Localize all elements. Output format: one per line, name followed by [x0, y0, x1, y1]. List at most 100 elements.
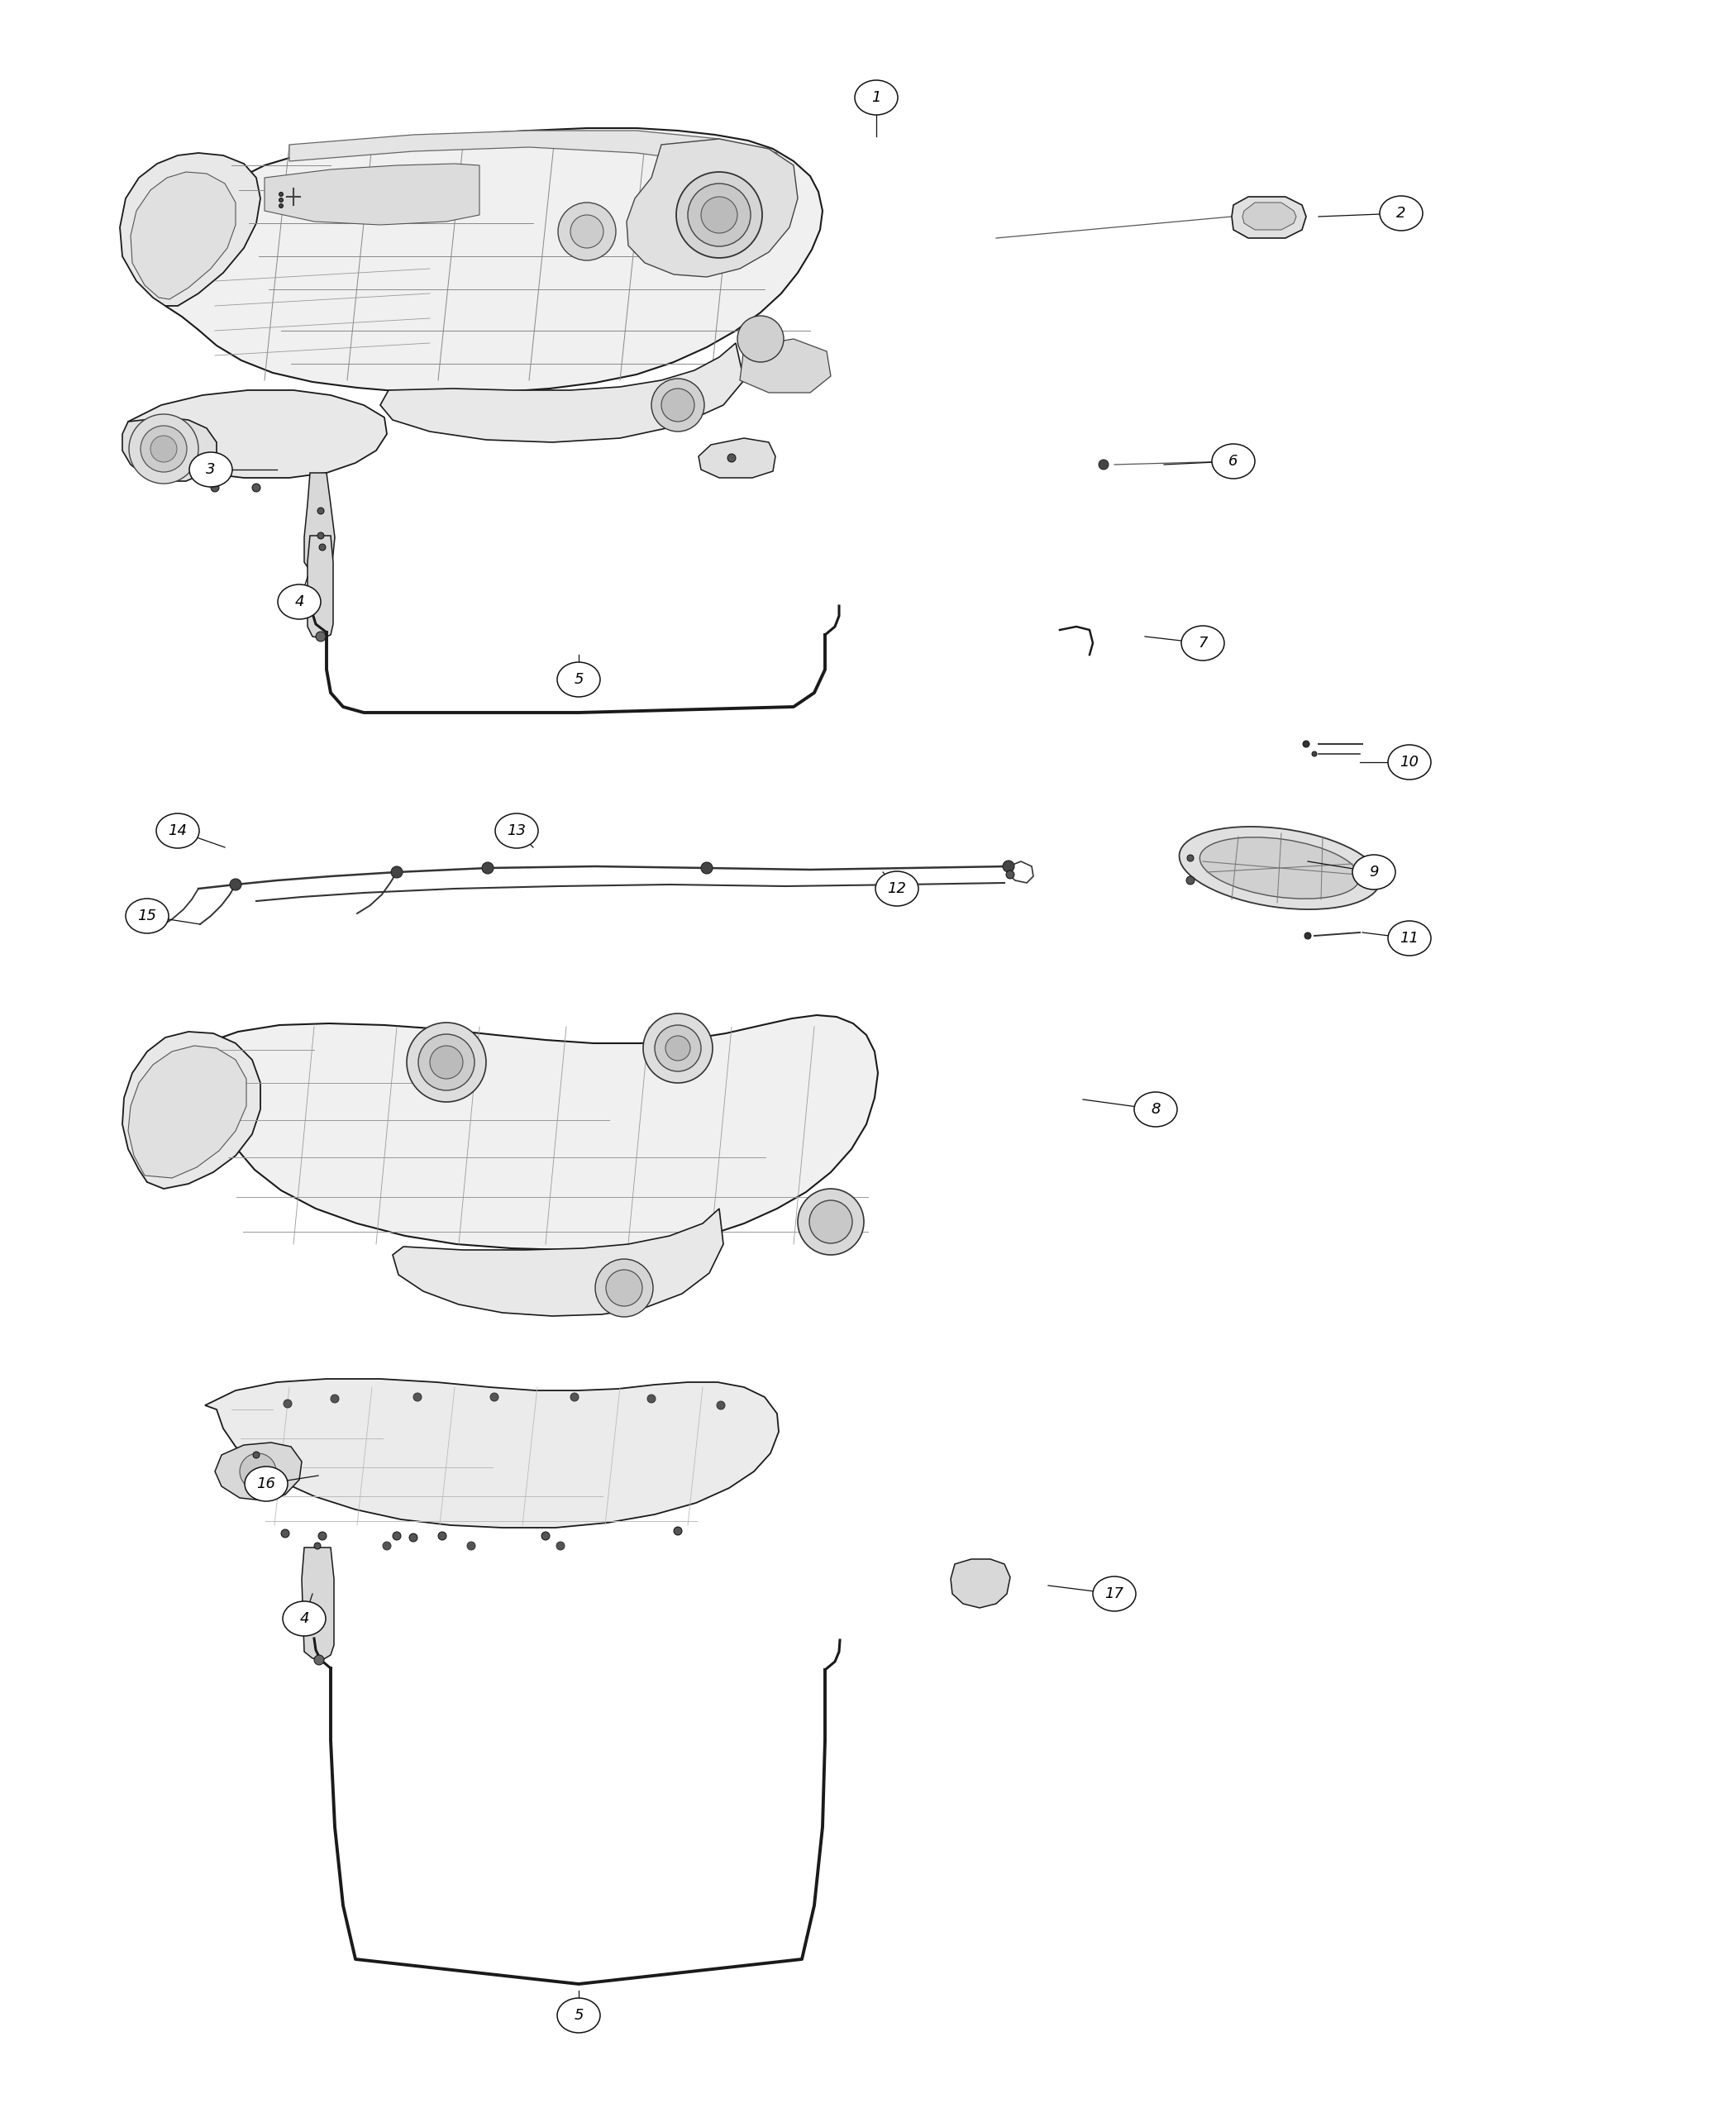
Circle shape	[210, 483, 219, 491]
Polygon shape	[627, 139, 799, 276]
Circle shape	[595, 1258, 653, 1318]
Circle shape	[314, 1543, 321, 1549]
Circle shape	[687, 183, 750, 247]
Polygon shape	[161, 129, 823, 392]
Ellipse shape	[557, 662, 601, 698]
Polygon shape	[122, 1031, 260, 1189]
Text: 4: 4	[295, 594, 304, 609]
Polygon shape	[142, 1016, 878, 1250]
Circle shape	[392, 1533, 401, 1541]
Circle shape	[318, 533, 325, 540]
Text: 2: 2	[1396, 207, 1406, 221]
Ellipse shape	[125, 898, 168, 934]
Circle shape	[651, 379, 705, 432]
Circle shape	[701, 862, 712, 875]
Circle shape	[330, 1395, 339, 1402]
Circle shape	[571, 215, 604, 249]
Circle shape	[410, 1533, 417, 1541]
Polygon shape	[740, 339, 832, 392]
Text: 4: 4	[299, 1611, 309, 1625]
Text: 10: 10	[1399, 755, 1418, 769]
Circle shape	[279, 204, 283, 209]
Circle shape	[665, 1035, 691, 1060]
Ellipse shape	[854, 80, 898, 116]
Circle shape	[279, 192, 283, 196]
Circle shape	[1274, 207, 1279, 211]
Ellipse shape	[1352, 854, 1396, 890]
Circle shape	[556, 1541, 564, 1549]
Circle shape	[406, 1022, 486, 1102]
Circle shape	[413, 1393, 422, 1402]
Circle shape	[677, 173, 762, 257]
Circle shape	[279, 198, 283, 202]
Polygon shape	[1243, 202, 1297, 230]
Circle shape	[467, 1541, 476, 1549]
Text: 12: 12	[887, 881, 906, 896]
Circle shape	[606, 1269, 642, 1307]
Polygon shape	[122, 417, 217, 481]
Ellipse shape	[1180, 626, 1224, 660]
Polygon shape	[120, 154, 260, 306]
Circle shape	[319, 544, 326, 550]
Circle shape	[1259, 207, 1264, 211]
Circle shape	[318, 1533, 326, 1541]
Polygon shape	[302, 1547, 333, 1659]
Polygon shape	[290, 131, 778, 173]
Polygon shape	[1233, 196, 1305, 238]
Text: 5: 5	[575, 2009, 583, 2024]
Circle shape	[648, 1395, 656, 1402]
Circle shape	[674, 1526, 682, 1535]
Circle shape	[318, 508, 325, 514]
Ellipse shape	[245, 1467, 288, 1501]
Polygon shape	[128, 390, 387, 479]
Ellipse shape	[875, 871, 918, 906]
Circle shape	[738, 316, 783, 363]
Circle shape	[727, 453, 736, 462]
Circle shape	[281, 1528, 290, 1537]
Polygon shape	[215, 1442, 302, 1501]
Ellipse shape	[1134, 1092, 1177, 1128]
Ellipse shape	[557, 1998, 601, 2032]
Circle shape	[490, 1393, 498, 1402]
Text: 16: 16	[257, 1476, 276, 1490]
Text: 13: 13	[507, 824, 526, 839]
Circle shape	[141, 426, 187, 472]
Text: 6: 6	[1229, 453, 1238, 468]
Ellipse shape	[278, 584, 321, 620]
Polygon shape	[698, 438, 776, 479]
Circle shape	[382, 1541, 391, 1549]
Ellipse shape	[1389, 744, 1430, 780]
Polygon shape	[380, 344, 745, 443]
Ellipse shape	[283, 1602, 326, 1636]
Circle shape	[799, 1189, 865, 1254]
Text: 15: 15	[137, 909, 156, 923]
Circle shape	[437, 1533, 446, 1541]
Circle shape	[642, 1014, 712, 1084]
Circle shape	[661, 388, 694, 422]
Text: 17: 17	[1104, 1587, 1123, 1602]
Ellipse shape	[1179, 826, 1380, 909]
Text: 8: 8	[1151, 1102, 1160, 1117]
Circle shape	[717, 1402, 726, 1410]
Text: 3: 3	[207, 462, 215, 476]
Ellipse shape	[189, 453, 233, 487]
Circle shape	[128, 413, 198, 483]
Circle shape	[391, 866, 403, 877]
Text: 7: 7	[1198, 637, 1208, 651]
Circle shape	[1187, 854, 1194, 862]
Circle shape	[1312, 750, 1318, 757]
Circle shape	[809, 1199, 852, 1244]
Text: 1: 1	[871, 91, 880, 105]
Text: 14: 14	[168, 824, 187, 839]
Circle shape	[252, 483, 260, 491]
Ellipse shape	[1200, 837, 1359, 898]
Circle shape	[151, 436, 177, 462]
Ellipse shape	[1380, 196, 1424, 230]
Circle shape	[1003, 860, 1014, 873]
Circle shape	[701, 196, 738, 234]
Circle shape	[654, 1024, 701, 1071]
Ellipse shape	[1389, 921, 1430, 955]
Polygon shape	[205, 1379, 779, 1528]
Circle shape	[283, 1400, 292, 1408]
Circle shape	[542, 1533, 550, 1541]
